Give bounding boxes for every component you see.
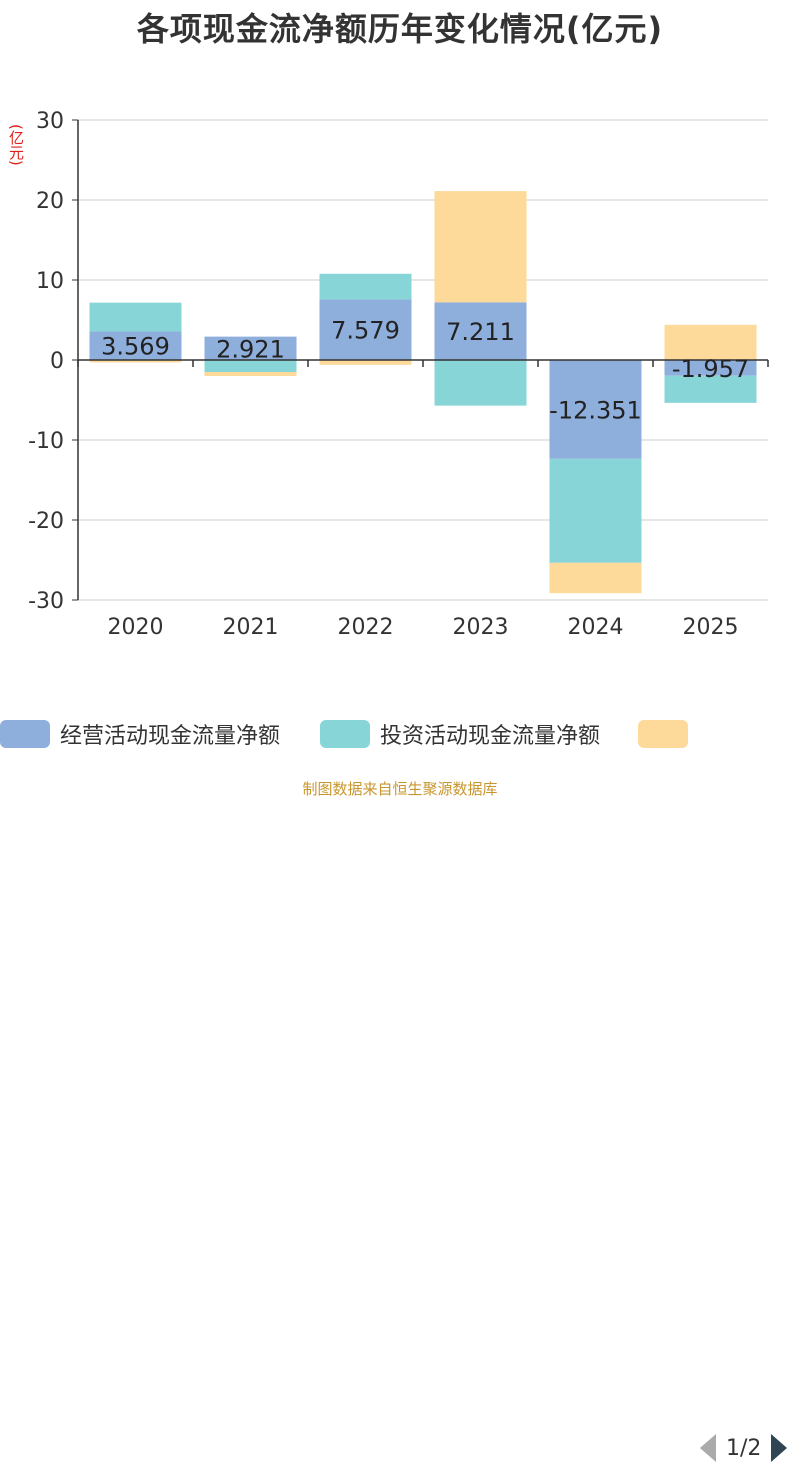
y-tick-label-2: 10	[36, 269, 64, 294]
legend-swatch-financing	[638, 720, 688, 748]
legend-swatch-operating	[0, 720, 50, 748]
data-source-note: 制图数据来自恒生聚源数据库	[302, 780, 498, 798]
bar-series2-2020	[89, 360, 182, 363]
bar-series2-2022	[319, 360, 412, 365]
bar-series2-2023	[434, 191, 527, 303]
y-tick-label-5: -20	[28, 509, 64, 534]
data-label-2025: -1.957	[672, 355, 749, 383]
bar-series2-2025	[664, 324, 757, 360]
x-tick-label-2021: 2021	[223, 615, 279, 640]
y-tick-label-0: 30	[36, 109, 64, 134]
legend-page-indicator: 1/2	[726, 1435, 762, 1461]
data-label-2020: 3.569	[101, 333, 170, 361]
legend-label-investing: 投资活动现金流量净额	[380, 724, 601, 749]
bar-series1-2020	[89, 302, 182, 332]
y-axis-unit-label: (亿元)	[7, 124, 25, 166]
bar-series1-2023	[434, 360, 527, 406]
data-label-2022: 7.579	[331, 317, 400, 345]
bar-series0-2024	[549, 360, 642, 459]
x-tick-label-2022: 2022	[338, 615, 394, 640]
legend-item-operating[interactable]: 经营活动现金流量净额	[0, 714, 280, 754]
legend-prev-icon[interactable]	[700, 1434, 716, 1462]
x-tick-label-2020: 2020	[108, 615, 164, 640]
y-tick-label-1: 20	[36, 189, 64, 214]
legend-next-icon[interactable]	[771, 1434, 788, 1462]
data-label-2024: -12.351	[549, 396, 642, 424]
bar-series0-2022	[319, 299, 412, 360]
legend-item-investing[interactable]: 投资活动现金流量净额	[320, 714, 600, 754]
x-tick-label-2025: 2025	[683, 615, 739, 640]
x-tick-label-2024: 2024	[568, 615, 624, 640]
legend: 经营活动现金流量净额 投资活动现金流量净额 1/2	[0, 714, 800, 1462]
bar-series2-2021	[204, 372, 297, 376]
bar-series1-2025	[664, 375, 757, 403]
bar-series1-2022	[319, 273, 412, 300]
stacked-bar-chart: 30 20 10 0 -10 -20 -30 2020 2021 2022 2023 2024 2025…	[28, 109, 769, 640]
x-tick-label-2023: 2023	[453, 615, 509, 640]
bar-series0-2025	[664, 360, 757, 376]
bar-series2-2024	[549, 562, 642, 594]
y-tick-label-4: -10	[28, 429, 64, 454]
data-label-2021: 2.921	[216, 335, 285, 363]
legend-label-operating: 经营活动现金流量净额	[60, 724, 281, 749]
legend-item-financing[interactable]	[638, 714, 688, 754]
bar-series0-2023	[434, 302, 527, 360]
y-tick-label-3: 0	[50, 349, 64, 374]
bar-series0-2021	[204, 336, 297, 360]
y-tick-label-6: -30	[28, 589, 64, 614]
bar-series0-2020	[89, 331, 182, 360]
bar-series1-2021	[204, 360, 297, 372]
chart-title: 各项现金流净额历年变化情况(亿元)	[136, 10, 664, 48]
legend-swatch-investing	[320, 720, 370, 748]
legend-pager: 1/2	[700, 1428, 788, 1468]
bar-series1-2024	[549, 458, 642, 563]
data-label-2023: 7.211	[446, 318, 515, 346]
